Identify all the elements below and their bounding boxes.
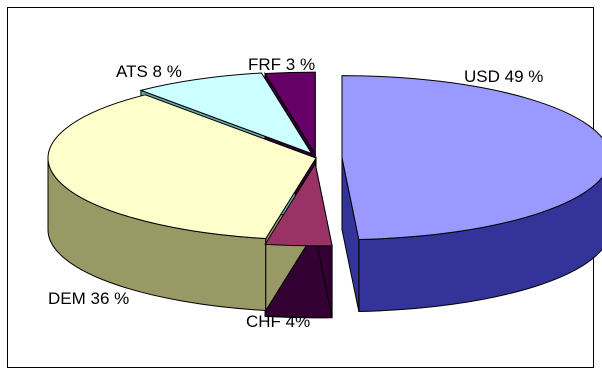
pie-slice-labels: USD 49 % CHF 4% DEM 36 % ATS 8 % FRF 3 % bbox=[48, 55, 543, 331]
pie-slice-dem bbox=[47, 94, 317, 240]
pie-slice-chf bbox=[264, 162, 333, 247]
slice-label-usd: USD 49 % bbox=[464, 67, 543, 86]
pie-slice-usd bbox=[341, 75, 602, 240]
slice-label-chf: CHF 4% bbox=[246, 312, 310, 331]
pie-slice-frf bbox=[264, 71, 316, 156]
slice-label-dem: DEM 36 % bbox=[48, 289, 129, 308]
pie-slice-ats bbox=[139, 72, 313, 155]
pie-slice-tops bbox=[47, 71, 602, 247]
slice-label-frf: FRF 3 % bbox=[248, 55, 315, 74]
slice-label-ats: ATS 8 % bbox=[116, 62, 182, 81]
